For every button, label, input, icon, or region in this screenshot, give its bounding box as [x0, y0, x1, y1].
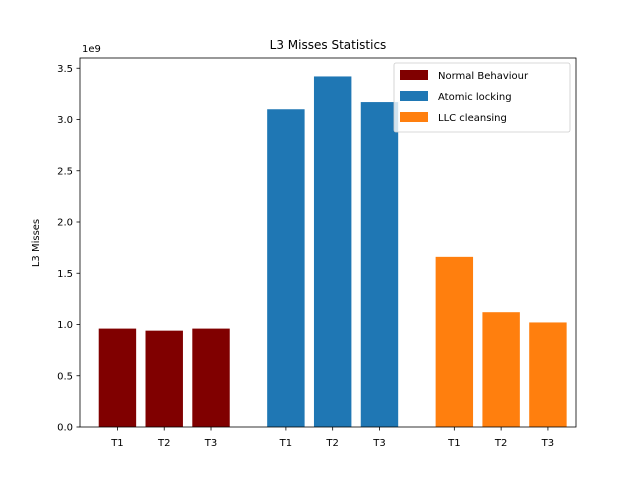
x-tick-label: T1 [279, 438, 292, 449]
x-tick-label: T2 [494, 438, 507, 449]
plot-frame [79, 57, 577, 428]
legend-swatch [400, 91, 428, 101]
y-tick-label: 1.0 [57, 320, 73, 331]
y-ticks-group: 0.0 0.5 1.0 1.5 2.0 2.5 3.0 3.5 [57, 64, 80, 434]
y-axis-label: L3 Misses [31, 219, 42, 267]
x-tick-label: T2 [157, 438, 170, 449]
legend-label: LLC cleansing [438, 113, 507, 124]
legend-swatch [400, 70, 428, 80]
x-ticks-group: T1 T2 T3 T1 T2 T3 T1 T2 T3 [110, 427, 554, 449]
y-tick-label: 3.0 [57, 115, 73, 126]
bar-llc-cleansing-t3 [529, 322, 567, 427]
x-tick-label: T1 [447, 438, 460, 449]
bar-atomic-locking-t3 [360, 102, 399, 427]
y-tick-label: 0.0 [57, 423, 73, 434]
x-tick-label: T3 [541, 438, 554, 449]
legend-label: Atomic locking [438, 92, 512, 103]
x-tick-label: T3 [204, 438, 217, 449]
bar-atomic-locking-t1 [267, 109, 305, 427]
bar-llc-cleansing-t2 [482, 312, 520, 427]
x-tick-label: T2 [325, 438, 338, 449]
y-tick-label: 2.5 [57, 166, 73, 177]
bar-normal-behaviour-t1 [98, 328, 137, 427]
legend: Normal Behaviour Atomic locking LLC cleans… [393, 62, 571, 133]
bar-normal-behaviour-t3 [192, 328, 230, 427]
bar-atomic-locking-t2 [313, 76, 352, 427]
bar-normal-behaviour-t2 [145, 330, 183, 427]
legend-box [393, 62, 571, 133]
bars-group [98, 76, 567, 427]
y-offset-label: 1e9 [82, 44, 101, 55]
y-tick-label: 2.0 [57, 218, 73, 229]
y-tick-label: 3.5 [57, 64, 73, 75]
chart-title: L3 Misses Statistics [270, 38, 387, 52]
x-tick-label: T1 [110, 438, 123, 449]
legend-swatch [400, 112, 428, 122]
y-tick-label: 0.5 [57, 371, 73, 382]
legend-label: Normal Behaviour [438, 71, 529, 82]
x-tick-label: T3 [372, 438, 385, 449]
y-tick-label: 1.5 [57, 269, 73, 280]
bar-llc-cleansing-t1 [435, 256, 474, 427]
